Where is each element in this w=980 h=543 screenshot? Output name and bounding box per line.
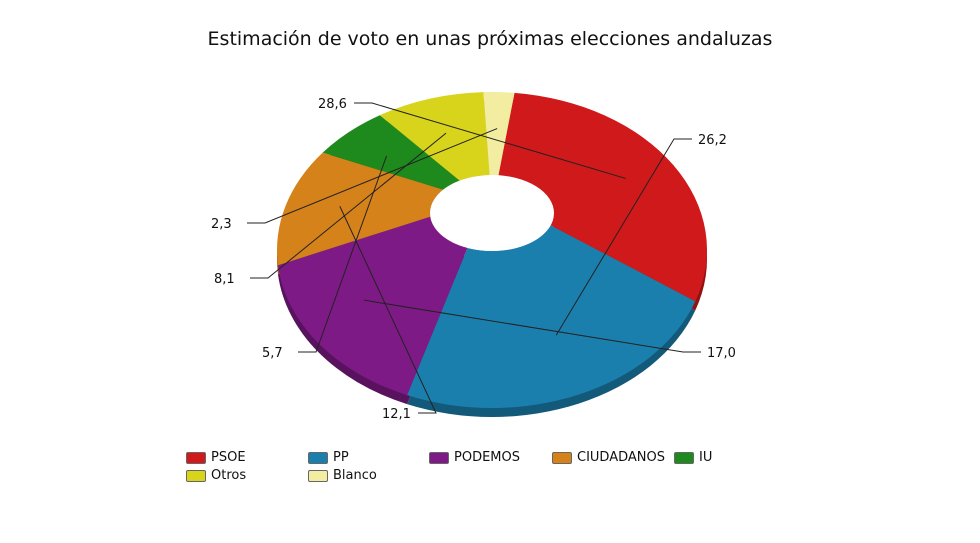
legend-item-blanco[interactable]: Blanco <box>308 468 377 483</box>
chart-title: Estimación de voto en unas próximas elec… <box>207 28 773 50</box>
legend-label: IU <box>699 450 713 465</box>
data-label-iu: 5,7 <box>262 346 283 361</box>
slice-psoe[interactable] <box>498 92 707 302</box>
leader-line-pp <box>555 138 692 336</box>
legend-item-otros[interactable]: Otros <box>186 468 246 483</box>
leader-line-ciudadanos <box>339 206 437 414</box>
legend-swatch <box>552 451 572 464</box>
slice-podemos[interactable] <box>277 216 468 396</box>
legend-swatch <box>308 451 328 464</box>
legend-swatch <box>429 451 449 464</box>
legend-item-iu[interactable]: IU <box>674 450 712 465</box>
legend-label: PP <box>333 450 349 465</box>
legend-label: CIUDADANOS <box>577 450 665 465</box>
legend-item-ciudadanos[interactable]: CIUDADANOS <box>552 450 665 465</box>
legend-item-podemos[interactable]: PODEMOS <box>429 450 520 465</box>
data-label-otros: 8,1 <box>214 272 235 287</box>
leader-line-otros <box>250 132 447 279</box>
leader-line-blanco <box>247 128 498 224</box>
legend-label: Blanco <box>333 468 377 483</box>
legend-swatch <box>186 451 206 464</box>
leader-line-iu <box>298 155 388 353</box>
leader-line-psoe <box>354 102 626 179</box>
legend-swatch <box>308 469 328 482</box>
slice-pp[interactable] <box>407 225 696 408</box>
data-label-pp: 26,2 <box>698 133 727 148</box>
legend-swatch <box>674 451 694 464</box>
legend-swatch <box>186 469 206 482</box>
data-label-podemos: 17,0 <box>707 346 736 361</box>
legend-item-pp[interactable]: PP <box>308 450 349 465</box>
legend-label: PSOE <box>211 450 246 465</box>
data-label-psoe: 28,6 <box>318 97 347 112</box>
slice-otros[interactable] <box>379 92 490 181</box>
slice-blanco[interactable] <box>483 92 515 176</box>
donut-hole <box>430 175 554 251</box>
slice-iu[interactable] <box>322 115 460 190</box>
legend-label: Otros <box>211 468 247 483</box>
data-label-blanco: 2,3 <box>211 217 232 232</box>
legend-label: PODEMOS <box>454 450 520 465</box>
leader-line-podemos <box>363 299 701 353</box>
legend-item-psoe[interactable]: PSOE <box>186 450 246 465</box>
data-label-ciudadanos: 12,1 <box>382 407 411 422</box>
